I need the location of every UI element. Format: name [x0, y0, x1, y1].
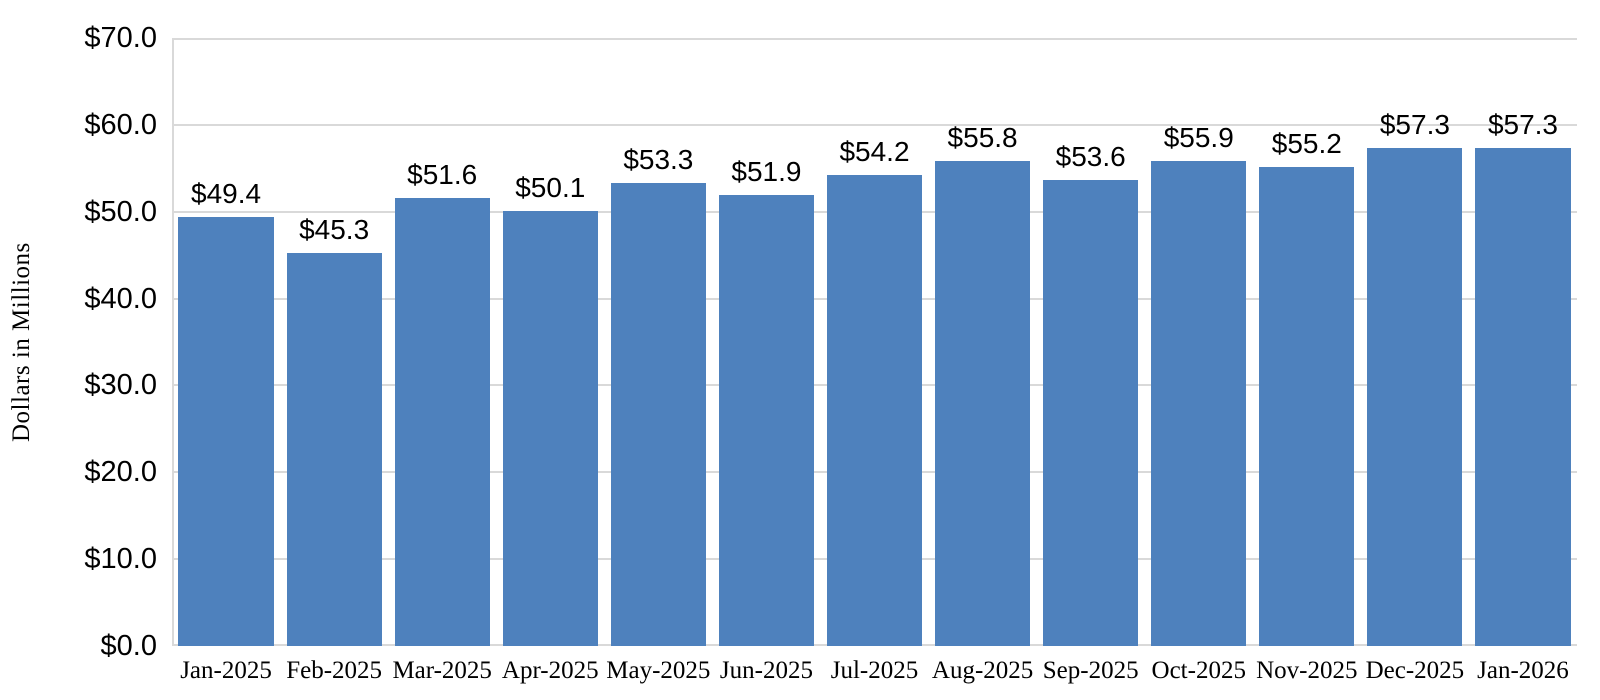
bar-group: $45.3 [280, 38, 388, 646]
bar [1151, 160, 1247, 646]
bar-group: $49.4 [172, 38, 280, 646]
x-tick-label: Mar-2025 [392, 657, 492, 684]
bar [935, 161, 1031, 646]
gridline [172, 38, 1577, 40]
x-tick-label: Jul-2025 [830, 657, 919, 684]
bar [1475, 148, 1571, 646]
bar-value-label: $49.4 [191, 177, 262, 209]
bar [718, 195, 814, 646]
bar-value-label: $55.8 [947, 122, 1018, 154]
bar [502, 210, 598, 646]
x-axis-tick-labels: Jan-2025 Feb-2025 Mar-2025 Apr-2025 May-2025… [172, 650, 1577, 686]
bars-container: $49.4 $45.3 $51.6 $50.1 $53.3 $51.9 $54.2 $55.8… [172, 38, 1577, 646]
x-tick-label: Sep-2025 [1042, 657, 1139, 684]
x-tick-label: Aug-2025 [931, 657, 1034, 684]
x-tick-label: Feb-2025 [286, 657, 383, 684]
y-tick-label: $20.0 [84, 456, 157, 489]
bar-group: $51.9 [712, 38, 820, 646]
y-tick-label: $10.0 [84, 543, 157, 576]
bar-value-label: $53.3 [623, 144, 694, 176]
x-tick-label: Jun-2025 [719, 657, 813, 684]
bar-value-label: $57.3 [1487, 109, 1559, 141]
bar-group: $55.9 [1145, 38, 1253, 646]
bar-value-label: $50.1 [515, 171, 586, 203]
bar [286, 252, 382, 646]
bar-value-label: $54.2 [839, 136, 910, 168]
bar [1259, 166, 1355, 646]
y-tick-label: $50.0 [84, 195, 157, 228]
bar-group: $57.3 [1361, 38, 1469, 646]
x-tick-label: Nov-2025 [1256, 657, 1358, 684]
y-tick-label: $30.0 [84, 369, 157, 402]
y-tick-label: $60.0 [84, 108, 157, 141]
bar-value-label: $53.6 [1055, 141, 1126, 173]
bar-value-label: $55.2 [1271, 127, 1342, 159]
bar-group: $55.2 [1253, 38, 1361, 646]
bar [178, 216, 274, 646]
bar-value-label: $51.6 [407, 158, 478, 190]
gridline [172, 123, 1577, 126]
bar [394, 197, 490, 646]
bar [826, 175, 923, 646]
y-axis-line [172, 38, 174, 646]
x-tick-label: Jan-2026 [1477, 657, 1569, 684]
bar-value-label: $57.3 [1379, 109, 1450, 141]
bar-group: $51.6 [388, 38, 496, 646]
x-tick-label: Oct-2025 [1151, 657, 1246, 684]
bar [610, 183, 706, 646]
y-tick-label: $70.0 [84, 22, 157, 54]
bar-value-label: $51.9 [731, 156, 802, 188]
x-tick-label: Jan-2025 [180, 657, 272, 684]
x-tick-label: Dec-2025 [1365, 657, 1465, 684]
x-tick-label: Apr-2025 [501, 657, 599, 684]
bar-group: $50.1 [496, 38, 604, 646]
bar-group: $53.3 [604, 38, 712, 646]
x-tick-label: May-2025 [606, 657, 711, 684]
bar [1367, 148, 1463, 646]
y-tick-label: $0.0 [100, 630, 157, 662]
bar-group: $55.8 [929, 38, 1037, 646]
bar-group: $54.2 [820, 38, 928, 646]
bar-group: $53.6 [1037, 38, 1145, 646]
plot-area: $49.4 $45.3 $51.6 $50.1 $53.3 $51.9 $54.2 $55.8… [172, 38, 1577, 646]
y-tick-label: $40.0 [84, 282, 157, 315]
bar-value-label: $55.9 [1163, 121, 1234, 153]
bar [1043, 180, 1139, 646]
bar-group: $57.3 [1469, 38, 1577, 646]
bar-value-label: $45.3 [299, 213, 370, 245]
